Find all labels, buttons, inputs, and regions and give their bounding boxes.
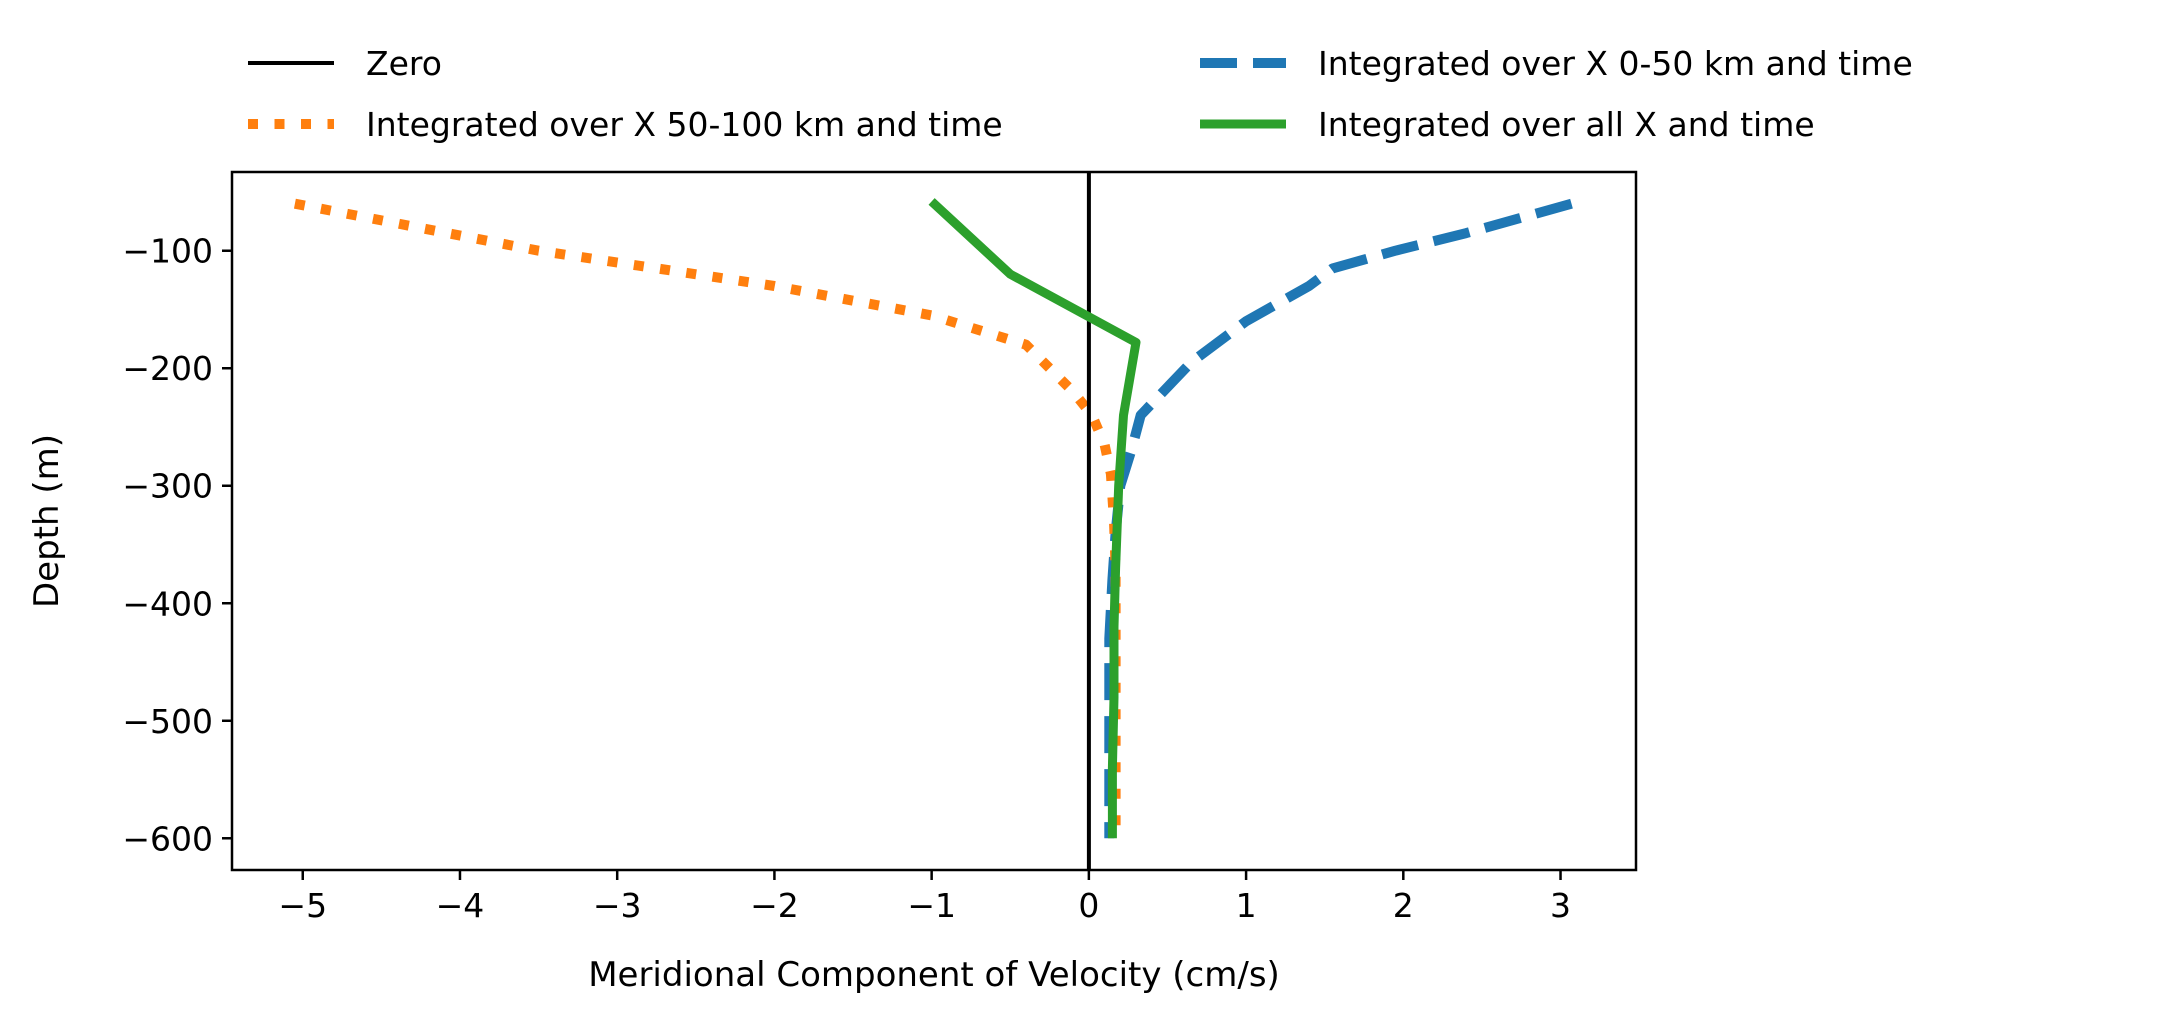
- x-tick-label: −5: [278, 886, 327, 925]
- y-tick-label: −300: [122, 467, 213, 506]
- plot-area: [293, 172, 1573, 870]
- x-tick-label: −2: [750, 886, 799, 925]
- legend-label-integrated-over-all-x-and-time: Integrated over all X and time: [1318, 105, 1815, 144]
- legend-label-zero: Zero: [366, 44, 442, 83]
- y-axis-label: Depth (m): [27, 434, 67, 608]
- legend: Zero Integrated over X 50-100 km and time…: [248, 44, 1913, 144]
- y-tick-label: −600: [122, 819, 213, 858]
- y-tick-label: −200: [122, 349, 213, 388]
- legend-label-integrated-over-x-50-100-km-and-time: Integrated over X 50-100 km and time: [366, 105, 1003, 144]
- plot-frame: [230, 170, 1638, 872]
- x-tick-label: 3: [1550, 886, 1571, 925]
- series-line-integrated-over-x-0-50-km-and-time: [1104, 198, 1573, 839]
- x-tick-label: 1: [1236, 886, 1257, 925]
- x-tick-label: −4: [436, 886, 485, 925]
- x-tick-label: 2: [1393, 886, 1414, 925]
- x-axis-label: Meridional Component of Velocity (cm/s): [588, 955, 1280, 995]
- y-tick-label: −400: [122, 584, 213, 623]
- x-axis-ticks: −5 −4 −3 −2 −1 0 1 2 3: [278, 870, 1571, 925]
- series-line-integrated-over-all-x-and-time: [928, 198, 1141, 839]
- x-tick-label: −1: [907, 886, 956, 925]
- legend-label-integrated-over-x-0-50-km-and-time: Integrated over X 0-50 km and time: [1318, 44, 1913, 83]
- x-tick-label: −3: [593, 886, 642, 925]
- x-tick-label: 0: [1078, 886, 1099, 925]
- y-tick-label: −100: [122, 232, 213, 271]
- y-tick-label: −500: [122, 702, 213, 741]
- y-axis-ticks: −100 −200 −300 −400 −500 −600: [122, 232, 232, 858]
